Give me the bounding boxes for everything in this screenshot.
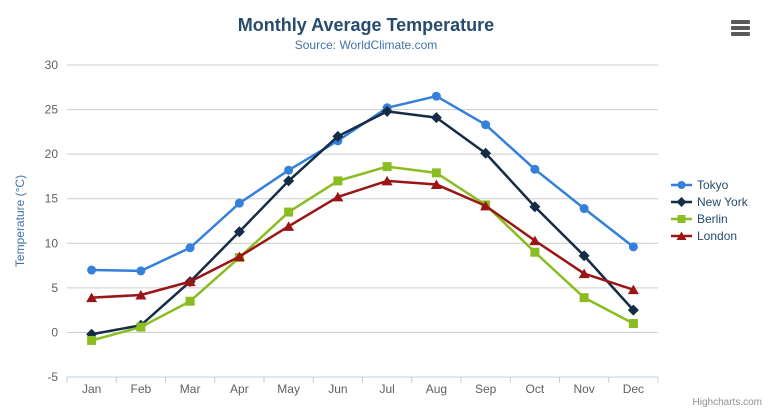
hamburger-icon — [731, 32, 750, 36]
svg-text:5: 5 — [51, 281, 58, 295]
svg-text:Mar: Mar — [180, 382, 201, 396]
berlin-series-symbol-icon — [671, 215, 692, 223]
context-menu-button[interactable] — [728, 17, 753, 39]
svg-text:May: May — [277, 382, 300, 396]
svg-text:Jul: Jul — [379, 382, 394, 396]
svg-text:Sep: Sep — [475, 382, 497, 396]
legend-item-tokyo[interactable]: Tokyo — [671, 178, 748, 192]
chart-title: Monthly Average Temperature — [237, 15, 495, 35]
legend: Tokyo New York Berlin London — [671, 178, 748, 243]
svg-text:Oct: Oct — [526, 382, 545, 396]
svg-text:Dec: Dec — [623, 382, 644, 396]
legend-item-label: Berlin — [697, 212, 728, 226]
svg-text:Apr: Apr — [230, 382, 249, 396]
hamburger-icon — [731, 20, 750, 24]
svg-text:25: 25 — [45, 103, 59, 117]
legend-item-label: Tokyo — [697, 178, 729, 192]
svg-text:Feb: Feb — [131, 382, 152, 396]
svg-text:10: 10 — [45, 236, 59, 250]
svg-text:-5: -5 — [47, 370, 58, 384]
chart-subtitle: Source: WorldClimate.com — [294, 38, 438, 52]
legend-item-label: New York — [697, 195, 748, 209]
legend-item-berlin[interactable]: Berlin — [671, 212, 748, 226]
hamburger-icon — [731, 26, 750, 30]
credits-label: Highcharts.com — [692, 397, 762, 408]
legend-item-london[interactable]: London — [671, 229, 748, 243]
svg-text:0: 0 — [51, 325, 58, 339]
new-york-series-symbol-icon — [671, 197, 692, 207]
svg-text:Aug: Aug — [426, 382, 447, 396]
svg-text:Jun: Jun — [328, 382, 347, 396]
legend-item-label: London — [697, 229, 738, 243]
london-series-symbol-icon — [671, 231, 692, 240]
svg-text:Nov: Nov — [573, 382, 594, 396]
svg-text:Jan: Jan — [82, 382, 101, 396]
svg-text:30: 30 — [45, 58, 59, 72]
tokyo-series-symbol-icon — [671, 181, 692, 189]
legend-item-new-york[interactable]: New York — [671, 195, 748, 209]
svg-text:20: 20 — [45, 147, 59, 161]
svg-text:15: 15 — [45, 192, 59, 206]
